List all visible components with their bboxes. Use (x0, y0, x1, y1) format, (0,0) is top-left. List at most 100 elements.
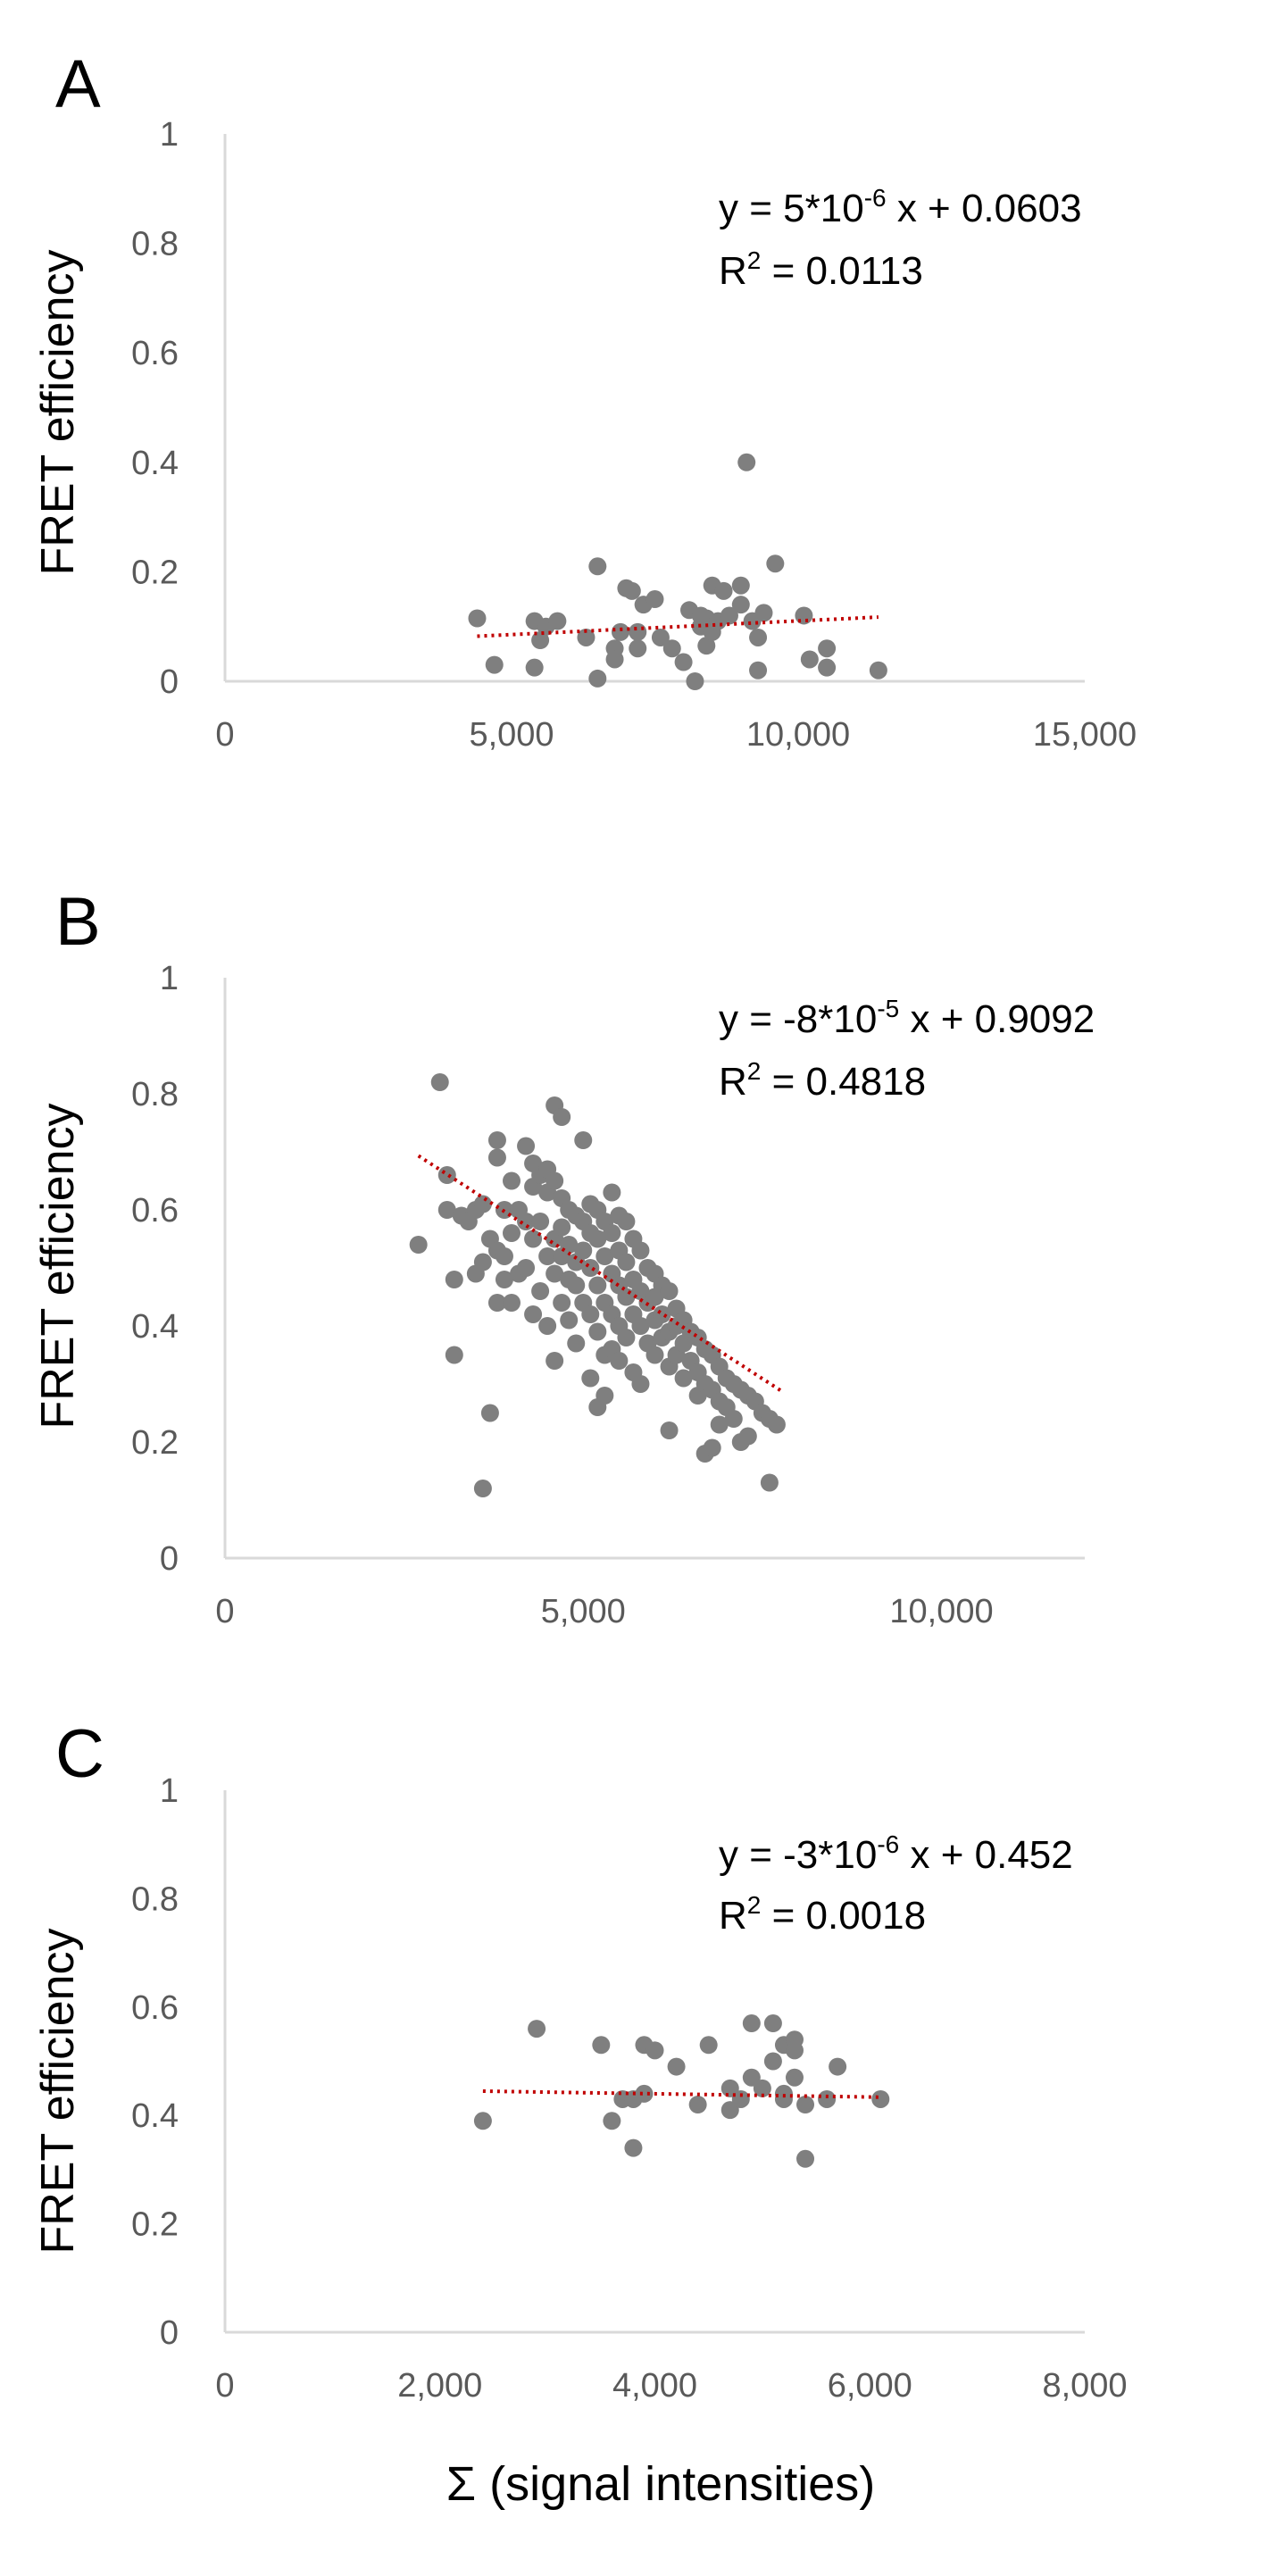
panel-b-data-point (603, 1183, 621, 1202)
panel-b-data-point (588, 1230, 607, 1248)
panel-b-data-point (546, 1352, 564, 1370)
panel-a-data-point (766, 554, 785, 573)
panel-a-data-point (749, 628, 768, 646)
panel-a-data-point (531, 631, 550, 650)
panel-c-data-point (796, 2096, 815, 2114)
panel-c-letter: C (55, 1716, 104, 1792)
panel-b-trendline (417, 1154, 786, 1395)
panel-b-data-point (574, 1131, 593, 1149)
panel-c-data-point (731, 2089, 750, 2108)
panel-b-data-point (617, 1213, 636, 1230)
panel-a-data-point (629, 622, 647, 641)
panel-a-data-point (468, 609, 487, 628)
panel-b-data-point (495, 1271, 513, 1288)
panel-a-y-tick-label: 0 (160, 663, 179, 701)
panel-b-data-point (538, 1317, 557, 1335)
panel-c-data-point (528, 2020, 546, 2038)
panel-b-x-tick-label: 10,000 (889, 1593, 993, 1630)
panel-a-data-point (485, 655, 504, 674)
panel-c-data-point (829, 2057, 847, 2076)
panel-b-data-point (674, 1369, 693, 1388)
panel-b-data-point (610, 1352, 629, 1370)
panel-c-y-tick-label: 0 (160, 2314, 179, 2352)
shared-x-axis-title: Σ (signal intensities) (446, 2457, 876, 2511)
panel-c-plot-area: 0 0.2 0.4 0.6 0.8 1 0 2,000 4,000 6,000 8,000 (131, 1772, 1127, 2405)
panel-a-r-squared: R2 = 0.0113 (719, 246, 923, 293)
panel-b-data-point (517, 1259, 536, 1277)
panel-b-data-point (546, 1264, 564, 1283)
panel-a-data-point (686, 672, 704, 690)
panel-c-data-point (796, 2149, 815, 2168)
panel-b-data-point (487, 1148, 506, 1167)
panel-b-data-point (567, 1334, 586, 1353)
panel-b-data-point (553, 1108, 571, 1126)
panel-a-data-point (731, 596, 750, 614)
panel-b-data-point (588, 1322, 607, 1341)
panel-a-x-tick-label: 0 (215, 716, 234, 754)
panel-a-data-point (629, 639, 647, 658)
panel-c-data-point (818, 2089, 837, 2108)
panel-c-data-point (624, 2138, 643, 2157)
panel-a-data-point (588, 557, 607, 576)
panel-b-data-point (524, 1230, 543, 1248)
panel-a-data-point (697, 637, 716, 655)
panel-a-data-point (577, 628, 596, 646)
panel-c-data-point (753, 2079, 771, 2097)
panel-a-data-point (645, 590, 664, 609)
panel-a-data-point (622, 581, 641, 600)
panel-b-data-point (645, 1346, 664, 1364)
panel-b-y-tick-label: 0.2 (131, 1424, 179, 1462)
panel-b-data-point (738, 1427, 757, 1446)
panel-b-data-point (560, 1311, 579, 1330)
panel-c-y-tick-label: 0.2 (131, 2206, 179, 2244)
panel-b-data-point (703, 1438, 721, 1457)
panel-b-data-point (567, 1276, 586, 1295)
panel-b-data-point (596, 1387, 614, 1405)
panel-b-data-point (437, 1166, 456, 1184)
panel-c-data-point (645, 2041, 664, 2060)
panel-a-data-point (754, 604, 773, 622)
panel-c-y-axis-title: FRET efficiency (32, 1928, 84, 2254)
panel-a-data-point (548, 612, 567, 630)
panel-b-y-tick-label: 0.4 (131, 1308, 179, 1346)
panel-a-data-point (674, 653, 693, 671)
panel-b-y-tick-label: 0 (160, 1540, 179, 1578)
panel-b-data-point (409, 1236, 428, 1254)
panel-b-data-point (473, 1480, 492, 1497)
panel-c-data-point (635, 2084, 654, 2103)
panel-b-data-point (445, 1346, 463, 1364)
panel-b-data-point (495, 1247, 513, 1265)
panel-b-data-point (574, 1241, 593, 1260)
panel-b-plot-area: 0 0.2 0.4 0.6 0.8 1 0 5,000 10,000 (131, 960, 1085, 1630)
panel-b-letter: B (55, 884, 101, 960)
panel-c-data-point (785, 2068, 804, 2087)
panel-b-data-point (581, 1369, 600, 1388)
panel-b-data-point (581, 1259, 600, 1277)
panel-c-data-point (742, 2014, 761, 2033)
panel-c-data-point (871, 2089, 890, 2108)
panel-a-data-point (800, 650, 819, 669)
panel-b-data-point (487, 1131, 506, 1149)
panel-b-data-point (631, 1375, 650, 1393)
panel-b-data-point (480, 1404, 499, 1422)
panel-b-data-point (473, 1253, 492, 1271)
panel-a-data-point (795, 606, 813, 625)
panel-a-data-point (651, 628, 670, 646)
panel-b-data-point (524, 1305, 543, 1323)
panel-b-x-tick-label: 5,000 (541, 1593, 626, 1630)
panel-c-y-tick-label: 1 (160, 1772, 179, 1810)
panel-b-data-point (603, 1224, 621, 1242)
panel-c-x-tick-label: 2,000 (397, 2367, 482, 2405)
panel-b-data-point (503, 1171, 521, 1190)
panel-c-x-tick-label: 8,000 (1042, 2367, 1127, 2405)
panel-b-r-squared: R2 = 0.4818 (719, 1057, 926, 1104)
panel-a: A FRET efficiency 0 0.2 0.4 0.6 0.8 1 0 5,000 10… (32, 46, 1137, 754)
panel-c-x-tick-label: 4,000 (612, 2367, 697, 2405)
panel-b-data-point (503, 1294, 521, 1312)
panel-b-data-point (517, 1213, 536, 1230)
panel-c-data-point (720, 2079, 739, 2097)
panel-b-data-point (538, 1247, 557, 1265)
panel-a-data-point (737, 453, 756, 471)
panel-c-data-point (774, 2089, 793, 2108)
